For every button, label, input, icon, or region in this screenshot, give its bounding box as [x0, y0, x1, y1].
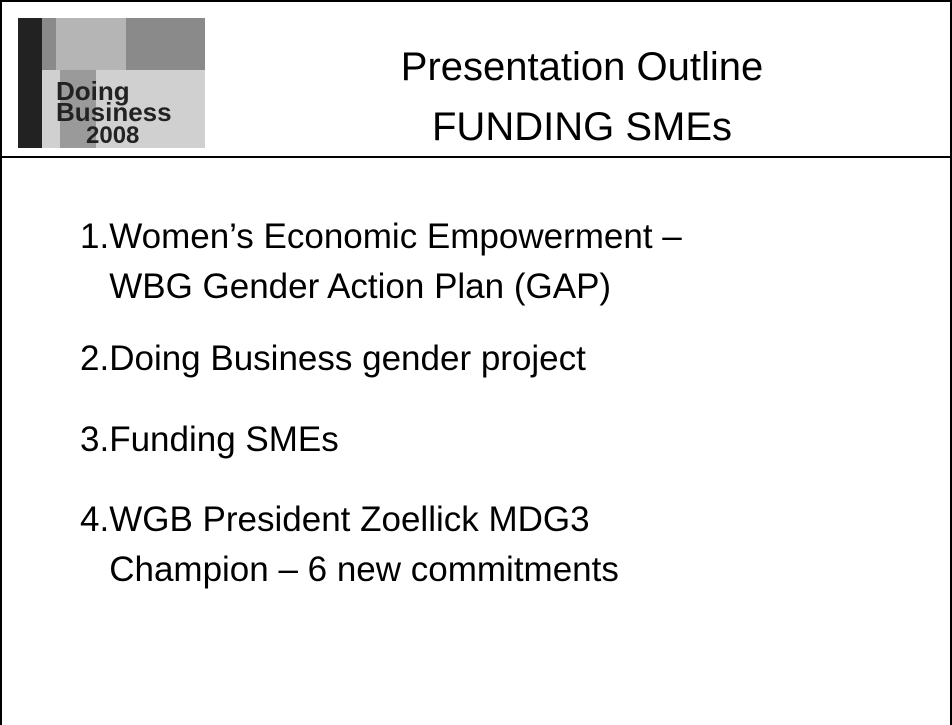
item-text: Champion – 6 new commitments	[109, 550, 619, 589]
title-line: FUNDING SMEs	[432, 105, 732, 149]
logo-text: Business	[56, 97, 172, 127]
logo-text: 2008	[86, 122, 139, 149]
item-text: WBG Gender Action Plan (GAP)	[109, 267, 611, 306]
item-text: Women’s Economic Empowerment –	[109, 217, 682, 256]
outline-list: 1. Women’s Economic Empowerment – WBG Gend…	[80, 217, 682, 589]
logo: Doing Business 2008	[18, 18, 205, 149]
logo-block	[56, 18, 126, 70]
item-number: 2.	[80, 339, 109, 378]
item-number: 4.	[80, 500, 109, 539]
item-number: 1.	[80, 217, 109, 256]
item-text: WGB President Zoellick MDG3	[109, 500, 589, 539]
logo-text: Doing	[56, 76, 130, 106]
item-text: Funding SMEs	[109, 420, 339, 459]
logo-block	[60, 70, 96, 148]
title-line: Presentation Outline	[401, 45, 763, 89]
logo-bar	[18, 18, 42, 148]
item-number: 3.	[80, 420, 109, 459]
item-text: Doing Business gender project	[109, 339, 586, 378]
